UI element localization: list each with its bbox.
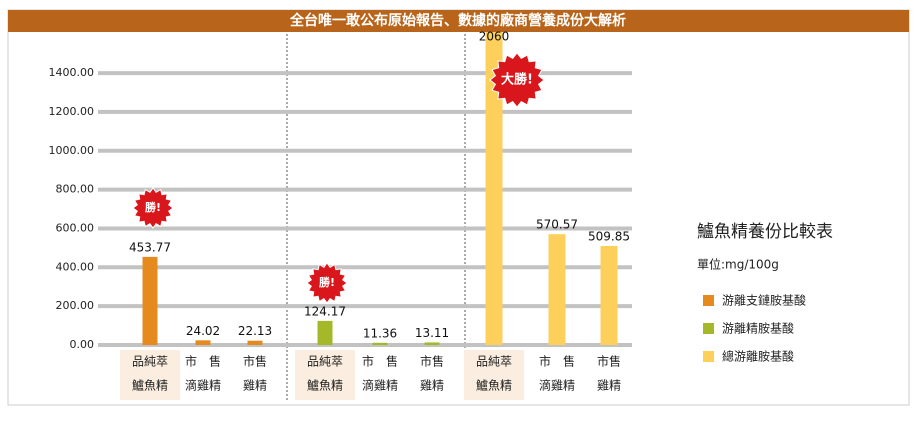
value-label: 570.57 (536, 218, 578, 232)
legend-label: 游離精胺基酸 (722, 321, 794, 336)
legend-swatch (703, 351, 714, 362)
x-tick-label: 鱸魚精 (307, 378, 343, 393)
value-label: 2060 (479, 30, 510, 44)
y-tick-label: 200.00 (56, 299, 95, 312)
y-tick-label: 1000.00 (49, 144, 95, 157)
category-highlight (120, 350, 180, 400)
value-label: 22.13 (238, 324, 272, 338)
legend-title: 鱸魚精養份比較表 (697, 222, 833, 242)
x-tick-label: 滴雞精 (362, 378, 398, 393)
value-label: 124.17 (304, 304, 346, 318)
legend-label: 游離支鏈胺基酸 (722, 293, 806, 308)
badge-label: 大勝! (501, 72, 533, 88)
bar (372, 342, 388, 345)
y-tick-label: 800.00 (56, 183, 95, 196)
x-tick-label: 雞精 (597, 379, 621, 393)
x-tick-label: 品純萃 (132, 355, 168, 369)
x-tick-label: 市售 (420, 354, 444, 369)
x-tick-label: 雞精 (420, 379, 444, 393)
legend-swatch (703, 323, 714, 334)
category-highlight (295, 350, 355, 400)
x-tick-label: 品純萃 (307, 355, 343, 369)
bar (600, 245, 618, 345)
x-tick-label: 市售 (597, 354, 621, 369)
bar (195, 340, 211, 345)
bar (317, 320, 333, 345)
value-label: 13.11 (415, 326, 449, 340)
y-tick-label: 0.00 (70, 338, 95, 351)
y-tick-label: 1200.00 (49, 105, 95, 118)
y-tick-label: 1400.00 (49, 66, 95, 79)
unit-label: 單位:mg/100g (697, 257, 779, 272)
x-tick-label: 品純萃 (476, 355, 512, 369)
x-tick-label: 鱸魚精 (476, 378, 512, 393)
x-tick-label: 市 售 (539, 354, 575, 369)
bar (424, 342, 440, 345)
bar (142, 256, 158, 345)
x-tick-label: 市 售 (185, 354, 221, 369)
badge-label: 勝! (145, 200, 161, 214)
bar (485, 32, 503, 346)
bar (247, 340, 263, 345)
badge-label: 勝! (319, 275, 335, 289)
chart-title: 全台唯一敢公布原始報告、數據的廠商營養成份大解析 (289, 12, 626, 29)
category-highlight (464, 350, 524, 400)
x-tick-label: 鱸魚精 (132, 378, 168, 393)
bar (548, 234, 566, 345)
value-label: 453.77 (129, 240, 171, 254)
badge (132, 187, 174, 229)
title-bar (8, 10, 909, 32)
y-tick-label: 400.00 (56, 260, 95, 273)
x-tick-label: 市售 (243, 354, 267, 369)
x-tick-label: 雞精 (243, 379, 267, 393)
y-tick-label: 600.00 (56, 221, 95, 234)
x-tick-label: 滴雞精 (185, 378, 221, 393)
legend-label: 總游離胺基酸 (722, 349, 794, 364)
badge (489, 52, 545, 108)
legend-swatch (703, 295, 714, 306)
x-tick-label: 市 售 (362, 354, 398, 369)
x-tick-label: 滴雞精 (539, 378, 575, 393)
value-label: 509.85 (588, 229, 630, 243)
badge (306, 262, 348, 304)
value-label: 24.02 (186, 324, 220, 338)
plot-area (142, 32, 618, 346)
value-label: 11.36 (363, 326, 397, 340)
